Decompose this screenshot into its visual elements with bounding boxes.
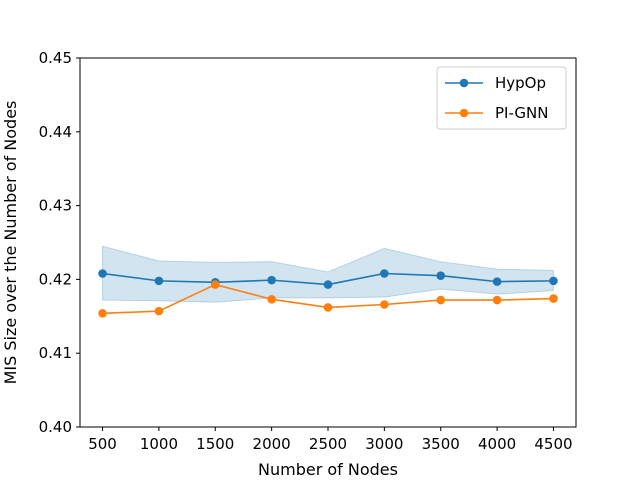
hypop-point xyxy=(98,269,107,278)
x-tick-label: 2500 xyxy=(309,435,347,453)
x-tick-label: 2000 xyxy=(253,435,291,453)
x-tick-label: 1000 xyxy=(140,435,178,453)
hypop-point xyxy=(549,276,558,286)
y-tick-label: 0.40 xyxy=(39,418,72,436)
pi-gnn-point xyxy=(380,300,389,309)
x-tick-label: 4500 xyxy=(534,435,572,453)
hypop-point xyxy=(267,275,276,285)
legend-marker-hypop xyxy=(459,78,469,88)
x-tick-label: 3500 xyxy=(422,435,460,453)
pi-gnn-point xyxy=(436,295,446,305)
pi-gnn-point xyxy=(492,295,502,305)
pi-gnn-point xyxy=(323,303,333,312)
x-tick-label: 3000 xyxy=(365,435,403,453)
y-tick-label: 0.42 xyxy=(39,270,72,288)
y-tick-label: 0.45 xyxy=(39,49,72,67)
pi-gnn-point xyxy=(154,306,164,316)
pi-gnn-point xyxy=(210,280,220,289)
hypop-point xyxy=(323,280,333,289)
pi-gnn-point xyxy=(549,294,558,303)
x-tick-label: 4000 xyxy=(478,435,516,453)
x-tick-label: 1500 xyxy=(196,435,234,453)
y-axis-title: MIS Size over the Number of Nodes xyxy=(1,101,20,385)
y-tick-label: 0.44 xyxy=(39,123,72,141)
hypop-point xyxy=(492,277,502,286)
legend-label-hypop: HypOp xyxy=(495,74,546,92)
hypop-point xyxy=(436,271,446,281)
pi-gnn-point xyxy=(267,295,276,304)
legend-marker-pi-gnn xyxy=(459,108,469,118)
pi-gnn-point xyxy=(98,309,107,318)
x-tick-label: 500 xyxy=(88,435,117,453)
hypop-point xyxy=(380,269,389,278)
hypop-point xyxy=(154,276,164,286)
x-axis-title: Number of Nodes xyxy=(258,460,398,479)
legend: HypOp PI-GNN xyxy=(436,66,567,130)
y-tick-label: 0.41 xyxy=(39,344,72,362)
y-tick-label: 0.43 xyxy=(39,197,72,215)
legend-label-pi-gnn: PI-GNN xyxy=(495,104,549,122)
